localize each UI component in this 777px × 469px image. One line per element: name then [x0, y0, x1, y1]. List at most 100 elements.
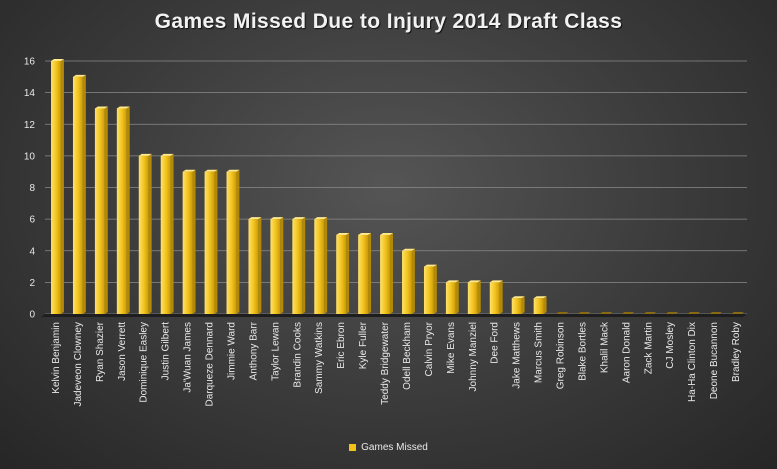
bar-side	[82, 74, 86, 314]
x-tick-label: Teddy Bridgewater	[380, 321, 391, 404]
bar-top	[72, 74, 86, 77]
bar-side	[280, 217, 284, 314]
x-tick-label: Mike Evans	[446, 322, 457, 374]
y-tick-label: 0	[29, 310, 35, 321]
x-tick-label: Calvin Pryor	[424, 321, 435, 376]
y-tick-label: 6	[29, 215, 35, 226]
bar	[380, 234, 390, 314]
bar	[51, 61, 61, 314]
bar	[665, 312, 679, 314]
bar-side	[346, 232, 350, 314]
bar-side	[302, 217, 306, 314]
x-tick-label: Darqueze Dennard	[205, 322, 216, 407]
bar	[270, 219, 281, 314]
bar	[160, 155, 171, 314]
bar-top	[116, 106, 130, 109]
bar-side	[236, 169, 240, 314]
bar	[204, 171, 215, 314]
bar	[402, 250, 412, 314]
bar-top	[467, 280, 481, 283]
bar	[687, 312, 701, 314]
x-tick-label: Sammy Watkins	[314, 322, 325, 394]
bar-top	[270, 217, 284, 220]
x-tick-label: Eric Ebron	[336, 322, 347, 369]
bar-side	[148, 153, 152, 314]
x-tick-label: Jadeveon Clowney	[73, 322, 84, 407]
bar-side	[411, 248, 415, 314]
x-tick-label: Kyle Fuller	[358, 321, 369, 369]
bar-top	[314, 217, 328, 220]
x-tick-label: Ha-Ha Clinton Dix	[687, 322, 698, 402]
bar-side	[368, 232, 372, 314]
x-tick-label: Dee Ford	[490, 322, 501, 364]
x-tick-label: Greg Robinson	[556, 322, 567, 389]
y-tick-label: 10	[24, 151, 36, 162]
bar	[72, 76, 83, 314]
bar-side	[433, 264, 437, 314]
bar-side	[324, 217, 328, 314]
bar-side	[258, 217, 262, 314]
bar-top	[336, 232, 350, 235]
bar-top	[445, 280, 459, 283]
bar-top	[248, 217, 262, 220]
legend: Games Missed	[0, 442, 777, 453]
bar-top	[292, 217, 306, 220]
y-tick-label: 2	[29, 278, 35, 289]
bar-top	[182, 169, 196, 172]
bar-top	[226, 169, 240, 172]
bar-side	[214, 169, 218, 314]
bar-top	[358, 232, 372, 235]
x-tick-label: Odell Beckham	[402, 322, 413, 390]
bar	[731, 312, 744, 314]
bar-top	[511, 296, 525, 299]
bar	[709, 312, 723, 314]
bar-side	[499, 280, 503, 314]
y-tick-label: 14	[24, 88, 36, 99]
bar-top	[423, 264, 437, 267]
bar-top	[402, 248, 415, 251]
chart-title: Games Missed Due to Injury 2014 Draft Cl…	[154, 10, 623, 33]
bar-side	[60, 59, 64, 314]
x-tick-label: CJ Mosley	[665, 322, 676, 369]
bar-side	[104, 106, 108, 314]
bar	[138, 155, 149, 314]
y-tick-label: 8	[29, 183, 35, 194]
bar	[445, 282, 456, 314]
bar-top	[160, 153, 174, 156]
bar	[643, 312, 657, 314]
bar-top	[380, 232, 393, 235]
bar-top	[51, 59, 64, 61]
bar-side	[543, 296, 547, 314]
bar	[314, 219, 325, 314]
x-tick-label: Jimmie Ward	[226, 322, 237, 380]
bar	[248, 219, 259, 314]
x-tick-label: Johnny Manziel	[468, 322, 479, 391]
bar	[577, 312, 591, 314]
bar-side	[477, 280, 481, 314]
bar-side	[455, 280, 459, 314]
bar	[116, 108, 127, 314]
y-tick-label: 4	[29, 246, 35, 257]
bar-top	[138, 153, 152, 156]
bar	[621, 312, 635, 314]
legend-label: Games Missed	[361, 442, 428, 453]
bar-top	[489, 280, 503, 283]
legend-swatch	[349, 444, 357, 451]
x-tick-label: Khalil Mack	[599, 321, 610, 373]
y-tick-label: 12	[24, 120, 36, 131]
bar-side	[521, 296, 525, 314]
bar-side	[389, 232, 393, 314]
bar-side	[126, 106, 130, 314]
x-tick-label: Aaron Donald	[621, 322, 632, 383]
x-tick-label: Deone Bucannon	[709, 322, 720, 399]
x-tick-label: Ryan Shazier	[95, 321, 106, 382]
bar	[226, 171, 237, 314]
bar	[182, 171, 193, 314]
x-tick-label: Ja'Wuan James	[183, 322, 194, 393]
x-tick-label: Kelvin Benjamin	[51, 322, 62, 394]
x-tick-label: Jason Verrett	[117, 322, 128, 381]
x-tick-label: Marcus Smith	[534, 322, 545, 383]
y-tick-label: 16	[24, 57, 36, 68]
x-tick-label: Blake Bortles	[577, 322, 588, 381]
